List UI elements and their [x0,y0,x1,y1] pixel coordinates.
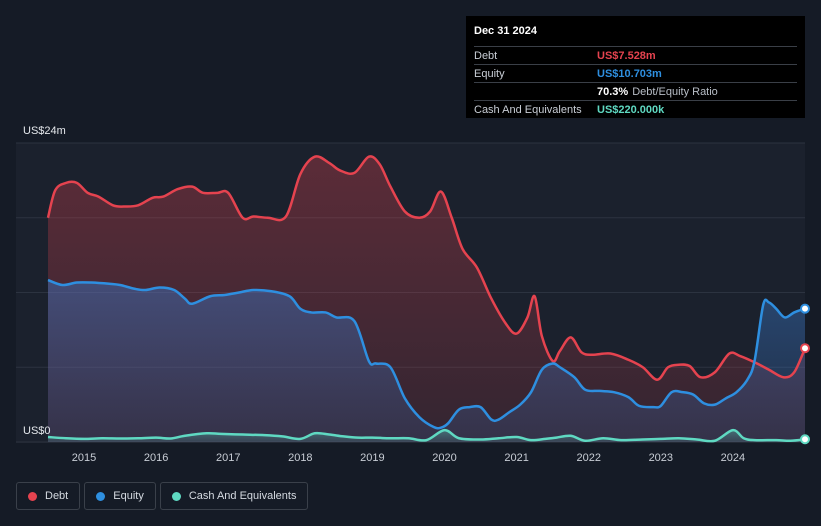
series-areas [48,156,805,442]
tooltip-row-equity: Equity US$10.703m [474,64,797,82]
cash-end-marker [800,434,810,445]
legend-label-equity: Equity [113,490,144,502]
x-tick-2018: 2018 [288,452,312,464]
y-axis-bottom-label: US$0 [23,425,51,437]
x-tick-2021: 2021 [504,452,528,464]
x-axis-ticks: 2015 2016 2017 2018 2019 2020 2021 2022 2023 2024 [72,452,745,464]
legend-item-equity[interactable]: Equity [84,482,156,510]
x-tick-2020: 2020 [432,452,456,464]
tooltip-value-ratio: 70.3% [597,85,629,98]
x-tick-2023: 2023 [649,452,673,464]
legend-dot-cash [171,491,181,501]
equity-end-marker [800,303,810,314]
cash-line [47,428,806,443]
tooltip-row-cash: Cash And Equivalents US$220.000k [474,100,797,118]
x-tick-2015: 2015 [72,452,96,464]
x-tick-2017: 2017 [216,452,240,464]
tooltip-value-cash: US$220.000k [597,103,665,116]
legend-item-cash[interactable]: Cash And Equivalents [159,482,309,510]
tooltip-label-cash: Cash And Equivalents [474,103,582,116]
tooltip-label-debt: Debt [474,49,498,62]
equity-line [47,278,806,430]
tooltip-row-ratio: 70.3% Debt/Equity Ratio [474,82,797,100]
legend-dot-debt [28,491,37,501]
debt-line [46,155,807,381]
tooltip-date: Dec 31 2024 [474,25,537,37]
legend-label-debt: Debt [45,490,69,502]
x-tick-2022: 2022 [576,452,600,464]
series-lines [46,155,807,443]
equity-area [48,280,805,442]
cash-area [48,430,805,442]
debt-end-marker [800,343,810,354]
legend-dot-equity [96,491,106,501]
tooltip-value-debt: US$7.528m [597,49,656,62]
x-tick-2024: 2024 [721,452,745,464]
legend-label-cash: Cash And Equivalents [188,490,297,502]
tooltip-label-equity: Equity [474,67,505,80]
tooltip-value-equity: US$10.703m [597,67,662,80]
x-tick-2019: 2019 [360,452,384,464]
end-markers [800,303,810,445]
legend-item-debt[interactable]: Debt [16,482,81,510]
tooltip-ratio-caption: Debt/Equity Ratio [632,85,718,98]
legend: Debt Equity Cash And Equivalents [16,482,309,510]
y-axis-top-label: US$24m [23,125,66,137]
tooltip-panel: Dec 31 2024 Debt US$7.528m Equity US$10.… [466,16,805,118]
x-tick-2016: 2016 [144,452,168,464]
tooltip-row-debt: Debt US$7.528m [474,46,797,64]
